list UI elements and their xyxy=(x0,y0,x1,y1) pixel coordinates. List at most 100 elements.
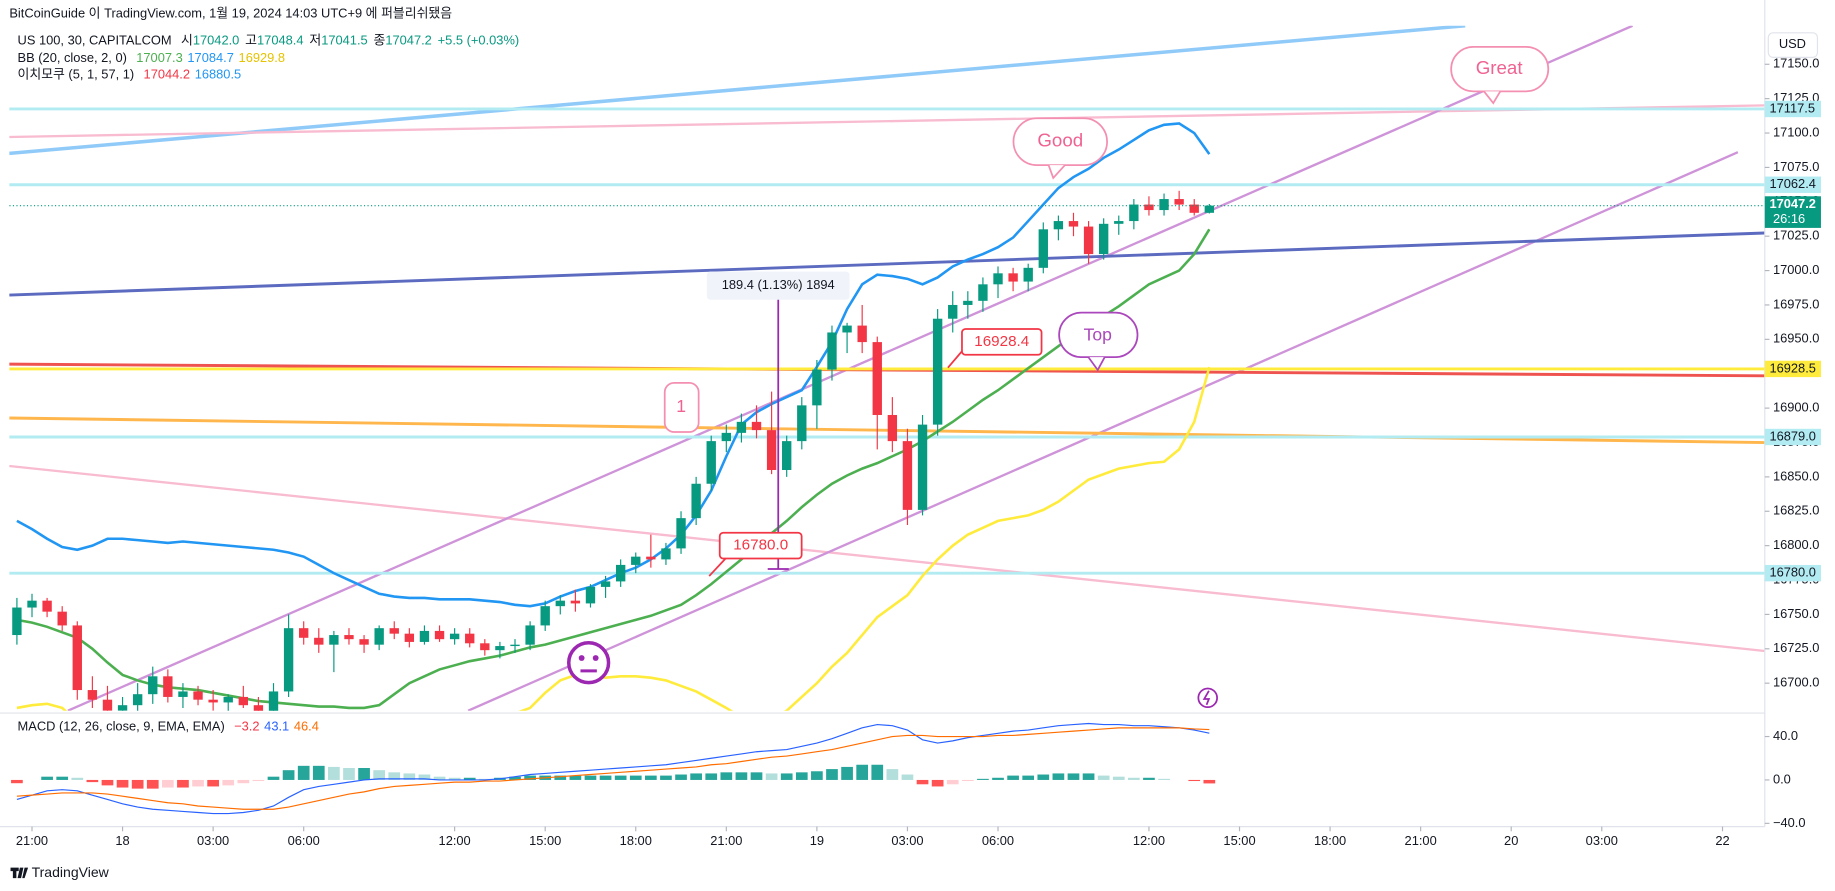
currency-box[interactable] xyxy=(1767,32,1819,58)
bb-value: 16929.8 xyxy=(239,50,285,65)
callout-text: Great xyxy=(1476,57,1524,78)
y-tick-label: 16750.0 xyxy=(1773,606,1819,621)
candle-body xyxy=(359,639,369,645)
macd-histogram-bar xyxy=(660,775,672,780)
macd-value: −3.2 xyxy=(234,718,259,733)
candle-body xyxy=(963,300,973,305)
macd-histogram-bar xyxy=(388,772,401,780)
candle-body xyxy=(721,432,732,442)
macd-histogram-bar xyxy=(614,775,627,780)
macd-histogram-bar xyxy=(192,779,204,787)
macd-histogram-bar xyxy=(735,772,748,780)
candle-body xyxy=(570,600,581,604)
bb-legend: BB (20, close, 2, 0) xyxy=(18,50,127,65)
candle-body xyxy=(117,705,128,711)
last-price-label: 17047.2 xyxy=(1769,196,1815,211)
macd-histogram-bar xyxy=(177,779,189,788)
candle-body xyxy=(842,325,852,333)
measure-label: 189.4 (1.13%) 1894 xyxy=(722,277,835,292)
macd-histogram-bar xyxy=(403,773,416,780)
candle-body xyxy=(1023,267,1033,282)
price-note-pointer xyxy=(947,350,963,369)
candle-body xyxy=(268,691,279,711)
y-tick-label: 17100.0 xyxy=(1773,124,1819,139)
channel-line xyxy=(467,151,1739,711)
macd-histogram-bar xyxy=(433,776,446,780)
ohlc-value: 17042.0 xyxy=(193,32,239,47)
y-tick-label: 17025.0 xyxy=(1773,228,1819,243)
ichimoku-value: 16880.5 xyxy=(195,66,241,81)
macd-pane xyxy=(11,722,1216,815)
macd-histogram-bar xyxy=(297,765,310,780)
macd-histogram-bar xyxy=(131,779,144,789)
macd-histogram-bar xyxy=(1158,778,1170,780)
candle-body xyxy=(253,705,264,711)
change: +5.5 (+0.03%) xyxy=(438,32,519,47)
ohlc-value: 17047.2 xyxy=(385,32,431,47)
macd-histogram-bar xyxy=(554,775,567,780)
candle-body xyxy=(661,548,671,560)
x-tick-label: 21:00 xyxy=(16,833,48,848)
candle-body xyxy=(1098,223,1109,255)
macd-histogram-bar xyxy=(524,775,536,780)
y-tick-label: 16825.0 xyxy=(1773,503,1819,518)
x-tick-label: 15:00 xyxy=(1223,833,1255,848)
bb-line xyxy=(16,366,1211,711)
candle-body xyxy=(585,586,596,604)
x-tick-label: 18 xyxy=(115,833,129,848)
macd-histogram-bar xyxy=(11,779,23,784)
ohlc-name: 고 xyxy=(245,32,257,47)
macd-histogram-bar xyxy=(1037,774,1050,780)
candle-body xyxy=(465,633,475,644)
candle-body xyxy=(540,606,550,626)
macd-histogram-bar xyxy=(1067,773,1080,780)
macd-histogram-bar xyxy=(826,769,838,780)
candle-body xyxy=(691,483,701,519)
footer-logo: TradingView xyxy=(32,864,110,880)
candle-body xyxy=(736,421,747,433)
candle-body xyxy=(555,600,565,607)
macd-histogram-bar xyxy=(645,775,657,780)
callout-text: 1 xyxy=(676,396,686,416)
y-tick-label: 16975.0 xyxy=(1773,296,1819,311)
macd-histogram-bar xyxy=(207,779,219,787)
callout-tail xyxy=(1047,164,1066,180)
ichimoku-legend: 이치모쿠 (5, 1, 57, 1) xyxy=(18,66,135,81)
macd-histogram-bar xyxy=(1188,779,1201,782)
candle-body xyxy=(72,625,82,691)
macd-histogram-bar xyxy=(946,779,959,785)
x-tick-label: 06:00 xyxy=(982,833,1014,848)
candle-body xyxy=(751,421,762,431)
level-label: 16780.0 xyxy=(1769,565,1815,580)
macd-histogram-bar xyxy=(1128,777,1140,780)
x-tick-label: 03:00 xyxy=(891,833,923,848)
macd-histogram-bar xyxy=(795,772,808,780)
candle-body xyxy=(525,625,535,645)
trendline xyxy=(9,416,1765,445)
candle-body xyxy=(449,633,460,640)
candle-body xyxy=(615,564,626,582)
level-label-box xyxy=(1764,360,1821,378)
callout xyxy=(663,381,700,433)
macd-histogram-bar xyxy=(1022,775,1035,780)
candle-body xyxy=(1189,204,1199,213)
bb-line xyxy=(16,122,1211,608)
candle-body xyxy=(1174,199,1184,205)
bb-line xyxy=(16,228,1211,710)
y-tick-label: 17000.0 xyxy=(1773,262,1819,277)
macd-histogram-bar xyxy=(252,779,265,782)
candle-body xyxy=(329,635,339,645)
candle-body xyxy=(993,273,1003,285)
candle-body xyxy=(872,342,882,415)
macd-histogram-bar xyxy=(871,764,884,780)
candle-body xyxy=(374,628,384,645)
annotations: 189.4 (1.13%) 1894 Good Great Top 1 1692… xyxy=(567,45,1550,709)
candle-body xyxy=(887,414,898,442)
candle-body xyxy=(57,611,67,626)
ohlc-value: 17041.5 xyxy=(321,32,367,47)
bb-value: 17007.3 xyxy=(136,50,182,65)
ohlc-value: 17048.4 xyxy=(257,32,303,47)
candle-body xyxy=(1144,204,1154,211)
event-icon[interactable] xyxy=(1197,687,1218,709)
candle-body xyxy=(1114,221,1124,224)
